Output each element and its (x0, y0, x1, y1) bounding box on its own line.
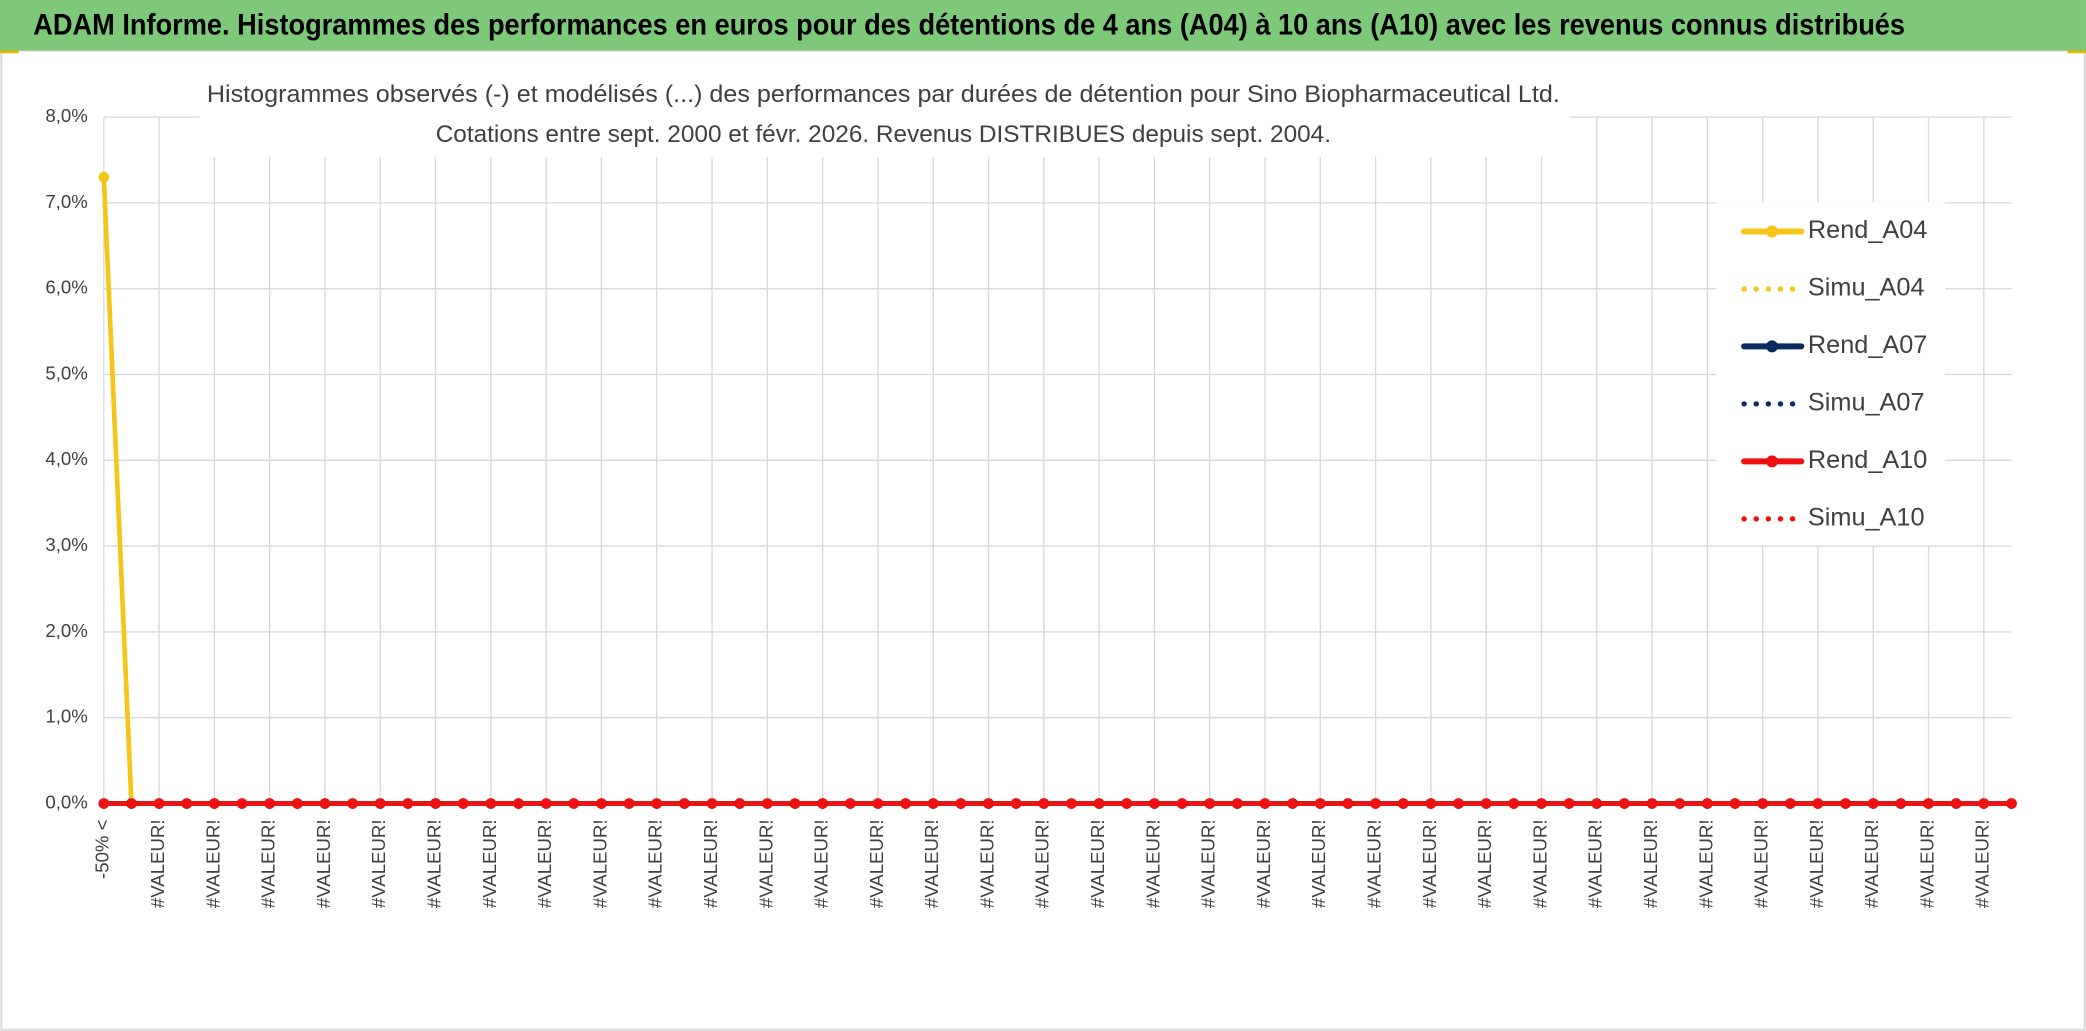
legend-entries: Rend_A04 Simu_A04 Rend_A07 Simu_A07 Rend_A10… (1741, 216, 1927, 531)
x-tick-label: #VALEUR! (1198, 819, 1219, 908)
x-tick-label: #VALEUR! (589, 819, 610, 908)
x-tick-label: #VALEUR! (1308, 819, 1329, 908)
series-marker (1287, 798, 1298, 809)
series-marker (1425, 798, 1437, 809)
x-tick-label: #VALEUR! (368, 819, 389, 908)
x-tick-label: #VALEUR! (755, 819, 776, 908)
x-tick-label: #VALEUR! (202, 819, 223, 908)
series-marker (1204, 798, 1216, 809)
x-tick-label: #VALEUR! (1032, 819, 1053, 908)
series-marker (513, 798, 524, 809)
x-tick-label: #VALEUR! (1972, 819, 1993, 908)
y-tick-label: 8,0% (45, 105, 87, 126)
series-marker (1370, 798, 1381, 809)
x-tick-label: #VALEUR! (1529, 819, 1550, 908)
series-marker (402, 798, 414, 809)
legend-label: Simu_A10 (1808, 503, 1925, 531)
x-tick-label: #VALEUR! (313, 819, 334, 908)
x-tick-label: #VALEUR! (921, 819, 942, 908)
x-tick-label: #VALEUR! (811, 819, 832, 908)
series-marker (319, 798, 331, 809)
legend-label: Simu_A04 (1808, 274, 1925, 302)
series-marker (1342, 798, 1354, 809)
banner (0, 0, 2086, 51)
y-tick-label: 5,0% (45, 362, 87, 383)
series-marker (540, 798, 552, 809)
series-marker (374, 798, 386, 809)
y-tick-label: 2,0% (45, 620, 87, 641)
x-tick-label: #VALEUR! (1419, 819, 1440, 908)
x-tick-label: #VALEUR! (1585, 819, 1606, 908)
x-tick-label: #VALEUR! (1751, 819, 1772, 908)
title-box (199, 77, 1570, 157)
y-tick-label: 4,0% (45, 448, 87, 469)
x-tick-label: #VALEUR! (1364, 819, 1385, 908)
series-marker (485, 798, 497, 809)
x-tick-label: #VALEUR! (1806, 819, 1827, 908)
series-marker (2006, 798, 2017, 809)
legend (1716, 202, 1945, 546)
y-tick-label: 0,0% (45, 791, 87, 812)
x-tick-label: #VALEUR! (1695, 819, 1716, 908)
chart-title: Histogrammes observés (-) et modélisés (… (207, 81, 1560, 108)
x-tick-label: #VALEUR! (645, 819, 666, 908)
series-marker (1314, 798, 1326, 809)
x-tick-label: #VALEUR! (147, 819, 168, 908)
x-tick-label: #VALEUR! (423, 819, 444, 908)
chart-subtitle: Cotations entre sept. 2000 et févr. 2026… (436, 121, 1331, 148)
x-tick-label: #VALEUR! (534, 819, 555, 908)
x-tick-label: #VALEUR! (976, 819, 997, 908)
series-marker (457, 798, 469, 809)
y-tick-label: 1,0% (45, 706, 87, 727)
y-tick-label: 7,0% (45, 191, 87, 212)
plot (98, 171, 2017, 809)
series-marker (1232, 798, 1243, 809)
series-marker (430, 798, 441, 809)
legend-label: Rend_A04 (1808, 216, 1927, 244)
x-tick-label: #VALEUR! (1253, 819, 1274, 908)
x-tick-label: #VALEUR! (1916, 819, 1937, 908)
x-tick-label: #VALEUR! (479, 819, 500, 908)
x-tick-label: #VALEUR! (700, 819, 721, 908)
x-tick-label: #VALEUR! (1474, 819, 1495, 908)
series-marker (98, 171, 110, 183)
series-marker (292, 798, 303, 809)
x-tick-label: #VALEUR! (1142, 819, 1163, 908)
x-tick-label: #VALEUR! (1087, 819, 1108, 908)
y-tick-label: 3,0% (45, 534, 87, 555)
banner-title: ADAM Informe. Histogrammes des performan… (33, 9, 1905, 41)
x-tick-label: #VALEUR! (866, 819, 887, 908)
legend-label: Simu_A07 (1808, 389, 1925, 417)
x-tick-label: #VALEUR! (1640, 819, 1661, 908)
x-tick-label: -50% < (92, 819, 113, 878)
x-tick-label: #VALEUR! (258, 819, 279, 908)
legend-label: Rend_A07 (1808, 331, 1927, 359)
x-tick-label: #VALEUR! (1861, 819, 1882, 908)
series-marker (347, 798, 358, 809)
y-tick-label: 6,0% (45, 277, 87, 298)
legend-marker (1766, 225, 1779, 238)
legend-marker (1766, 455, 1779, 468)
series-marker (1397, 798, 1409, 809)
legend-marker (1766, 340, 1779, 353)
legend-label: Rend_A10 (1808, 446, 1927, 474)
series-marker (1259, 798, 1271, 809)
